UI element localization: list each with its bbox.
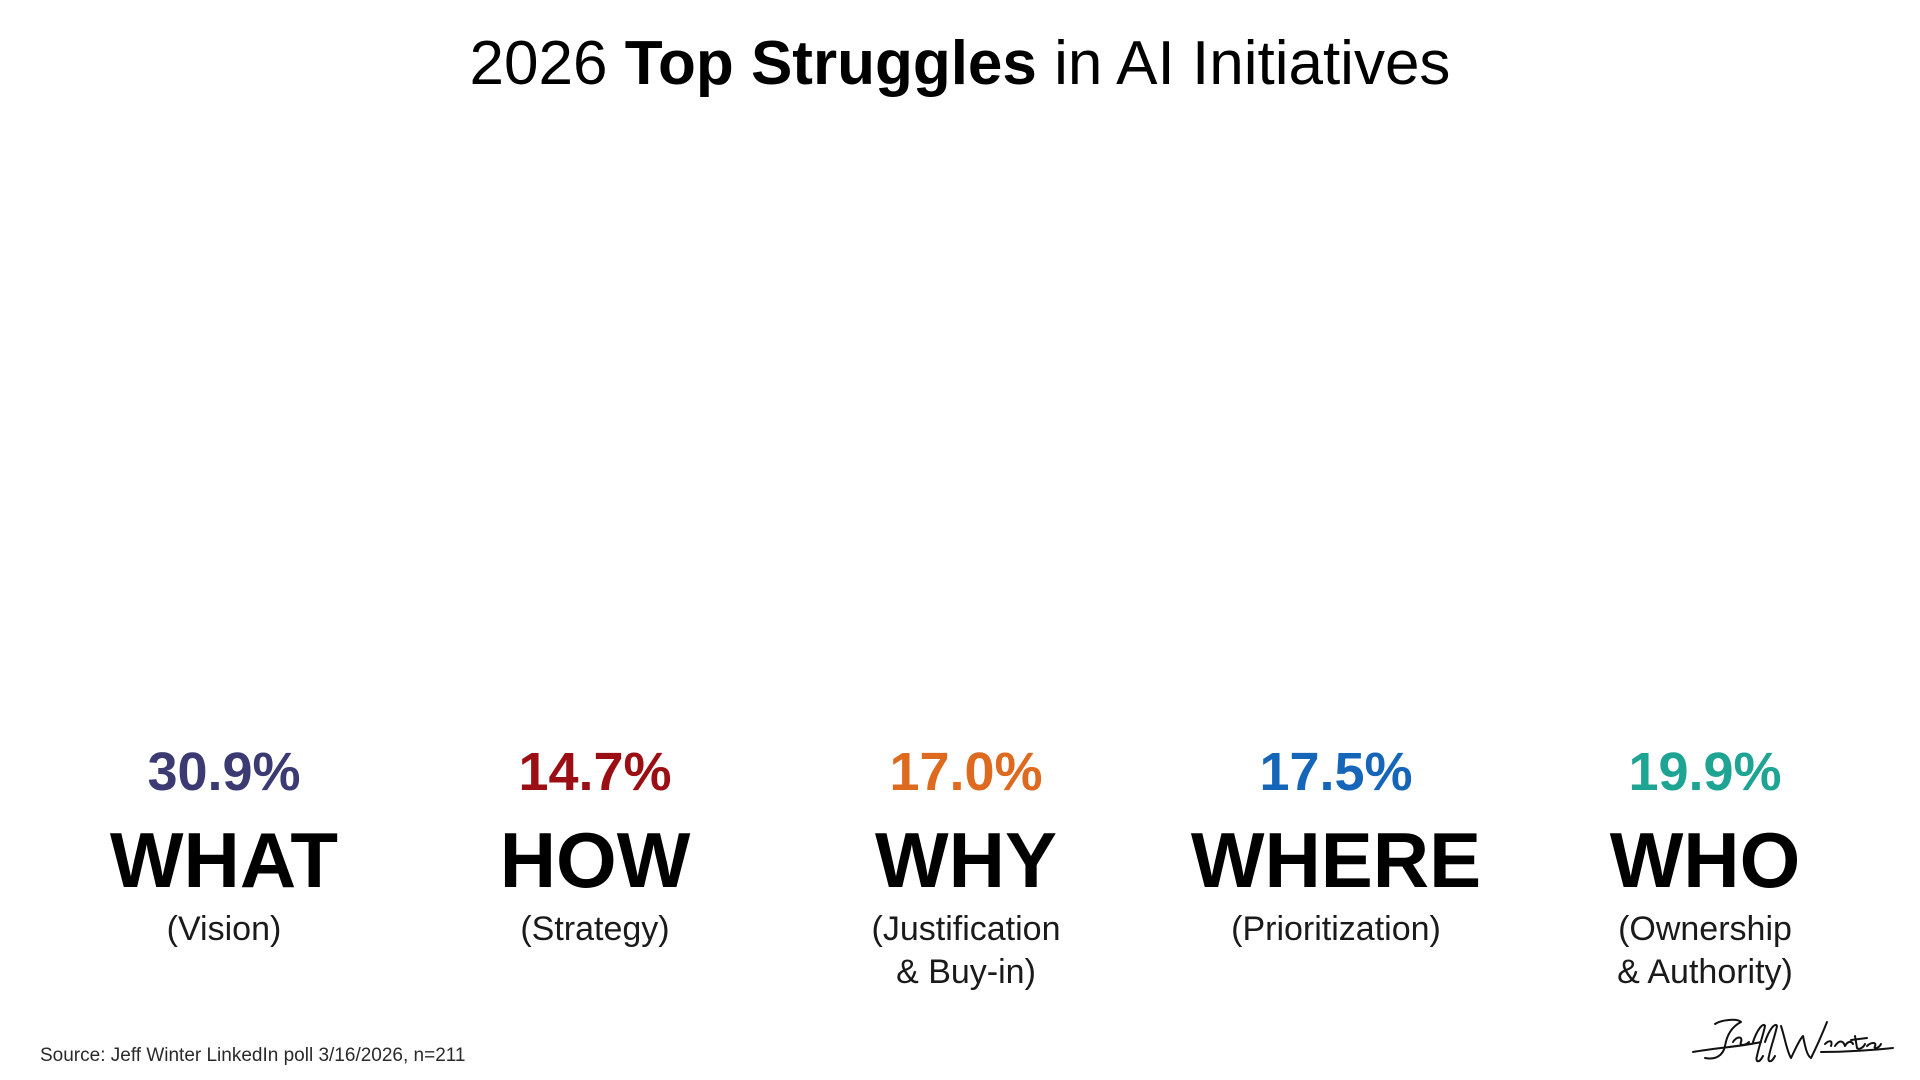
sublabel-why: (Justification & Buy-in) <box>786 908 1146 994</box>
category-label-where: WHERE <box>1190 816 1482 904</box>
title-prefix: 2026 <box>469 29 625 98</box>
category-label-what: WHAT <box>109 816 339 904</box>
category-label-who: WHO <box>1609 816 1801 904</box>
sublabel-why-line-2: & Buy-in) <box>896 953 1036 991</box>
column-how: 14.7% HOW (Strategy) <box>415 740 775 951</box>
sublabel-how: (Strategy) <box>415 908 775 951</box>
category-label-how: HOW <box>499 816 691 904</box>
title-emphasis: Top Struggles <box>624 29 1037 98</box>
source-note: Source: Jeff Winter LinkedIn poll 3/16/2… <box>40 1045 466 1066</box>
column-what: 30.9% WHAT (Vision) <box>44 740 404 951</box>
column-who: 19.9% WHO (Ownership & Authority) <box>1525 740 1885 994</box>
sublabel-how-line-1: (Strategy) <box>520 910 670 948</box>
sublabel-what: (Vision) <box>44 908 404 951</box>
value-label-what: 30.9% <box>147 742 301 802</box>
sublabel-who: (Ownership & Authority) <box>1525 908 1885 994</box>
author-signature-logo <box>1692 1018 1894 1063</box>
category-label-why: WHY <box>875 816 1057 904</box>
sublabel-what-line-1: (Vision) <box>166 910 282 948</box>
chart-title: 2026 Top Struggles in AI Initiatives <box>0 28 1920 100</box>
title-suffix: in AI Initiatives <box>1036 29 1451 98</box>
value-label-how: 14.7% <box>518 742 672 802</box>
sublabel-who-line-2: & Authority) <box>1617 953 1793 991</box>
sublabel-who-line-1: (Ownership <box>1618 910 1792 948</box>
sublabel-where: (Prioritization) <box>1156 908 1516 951</box>
sublabel-why-line-1: (Justification <box>871 910 1061 948</box>
sublabel-where-line-1: (Prioritization) <box>1231 910 1441 948</box>
column-where: 17.5% WHERE (Prioritization) <box>1156 740 1516 951</box>
value-label-why: 17.0% <box>889 742 1043 802</box>
struggle-columns: 30.9% WHAT (Vision) 14.7% HOW (Strategy)… <box>0 740 1920 1020</box>
value-label-where: 17.5% <box>1259 742 1413 802</box>
column-why: 17.0% WHY (Justification & Buy-in) <box>786 740 1146 994</box>
value-label-who: 19.9% <box>1628 742 1782 802</box>
